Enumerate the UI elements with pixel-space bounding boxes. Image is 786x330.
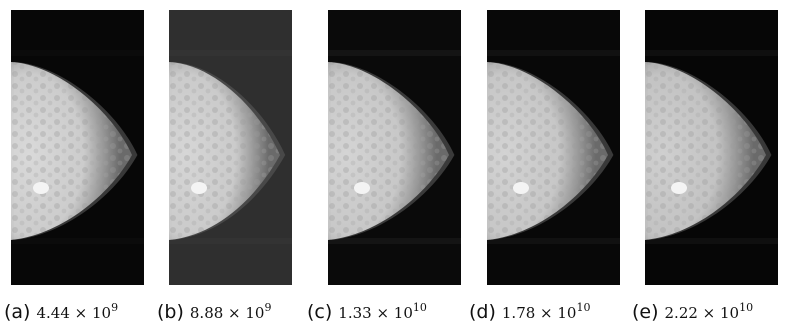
bright-spot: [191, 182, 207, 194]
mammogram-image-b: [169, 10, 292, 285]
mammogram-panel-d: [487, 10, 620, 285]
caption-e: (e) 2.22 × 1010: [632, 300, 753, 324]
caption-a: (a) 4.44 × 109: [4, 300, 118, 324]
caption-e-value: 2.22 × 1010: [664, 301, 754, 322]
caption-a-value: 4.44 × 109: [36, 301, 119, 322]
caption-b-letter: (b): [157, 301, 184, 323]
mammogram-image-a: [11, 10, 144, 285]
caption-a-letter: (a): [4, 301, 31, 323]
caption-b: (b) 8.88 × 109: [157, 300, 271, 324]
mammogram-image-c: [328, 10, 461, 285]
caption-e-letter: (e): [632, 301, 659, 323]
caption-c: (c) 1.33 × 1010: [307, 300, 427, 324]
caption-d-value: 1.78 × 1010: [501, 301, 591, 322]
mammogram-panel-b: [169, 10, 302, 285]
mammogram-panel-a: [11, 10, 144, 285]
bright-spot: [354, 182, 370, 194]
bright-spot: [671, 182, 687, 194]
bright-spot: [513, 182, 529, 194]
bright-spot: [33, 182, 49, 194]
caption-c-value: 1.33 × 1010: [338, 301, 427, 322]
mammogram-image-d: [487, 10, 620, 285]
mammogram-panel-c: [328, 10, 461, 285]
caption-d: (d) 1.78 × 1010: [469, 300, 590, 324]
caption-b-value: 8.88 × 109: [189, 301, 272, 322]
caption-d-letter: (d): [469, 301, 496, 323]
caption-c-letter: (c): [307, 301, 333, 323]
mammogram-panel-e: [645, 10, 778, 285]
mammogram-image-e: [645, 10, 778, 285]
